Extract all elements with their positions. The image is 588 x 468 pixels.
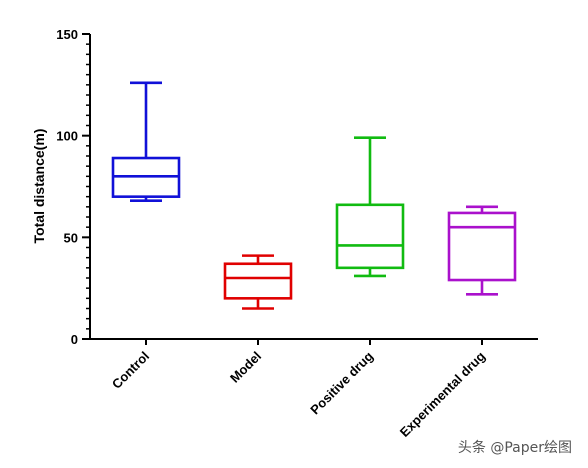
y-tick-label: 0 [71, 332, 78, 347]
x-tick-label: Experimental drug [397, 348, 488, 439]
y-tick-label: 50 [64, 230, 78, 245]
x-tick-label: Control [109, 349, 152, 392]
iqr-box [223, 262, 293, 300]
box-experimental-drug [447, 205, 517, 296]
box-series [111, 81, 517, 310]
box-positive-drug [335, 136, 405, 278]
box-model [223, 254, 293, 310]
x-axis: Control Model Positive drug Experimental dr… [90, 338, 538, 440]
iqr-box [335, 203, 405, 270]
iqr-box [447, 211, 517, 282]
y-tick-label: 150 [56, 27, 78, 42]
watermark-text: 头条 @Paper绘图 [458, 439, 572, 456]
y-tick-label: 100 [56, 129, 78, 144]
y-axis-title: Total distance(m) [31, 129, 47, 244]
y-axis: 0 50 100 150 [56, 27, 91, 347]
box-control [111, 81, 181, 203]
x-tick-label: Positive drug [307, 348, 376, 417]
x-tick-label: Model [227, 349, 264, 386]
